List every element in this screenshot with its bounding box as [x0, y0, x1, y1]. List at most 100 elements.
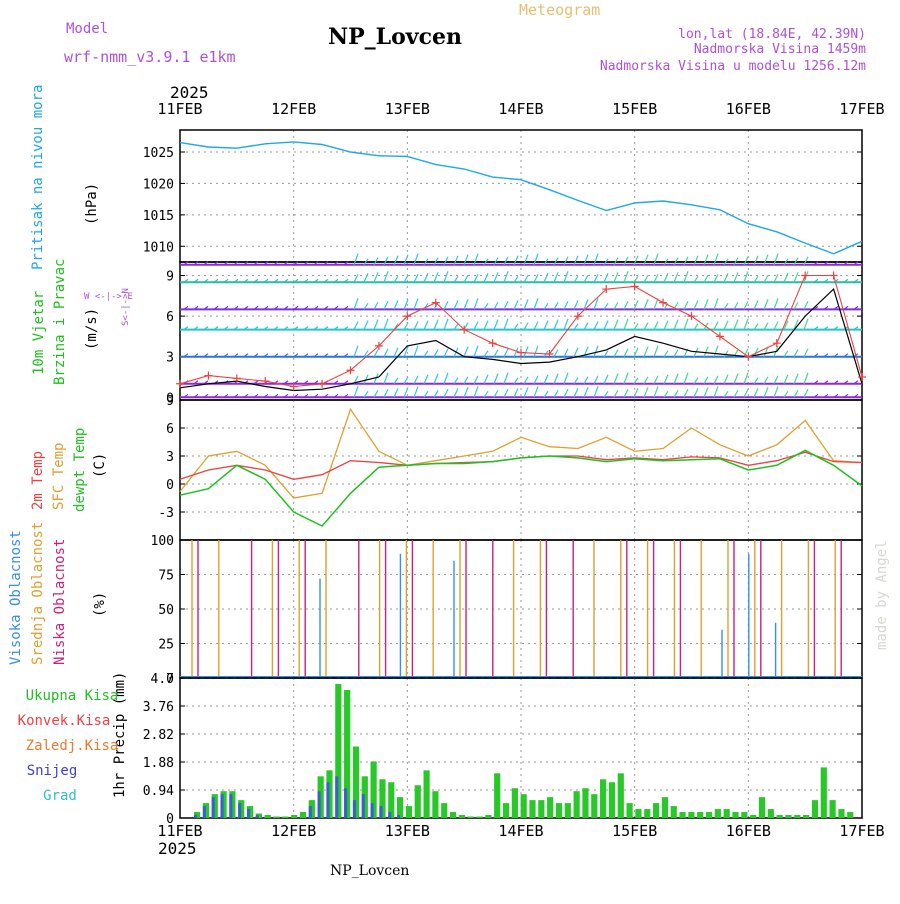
- y-tick-label: 1015: [143, 209, 174, 224]
- precip-ylabel: 1hr Precip (mm): [112, 672, 128, 798]
- wind-barb: [203, 305, 209, 310]
- wind-barb: [853, 278, 859, 283]
- precip-bar: [820, 767, 827, 818]
- wind-barb: [693, 300, 699, 310]
- wind-barb: [223, 278, 229, 283]
- wind-barb: [393, 377, 399, 385]
- wind-barb: [403, 387, 409, 398]
- wind-barb: [283, 326, 289, 331]
- gust-marker: [545, 350, 554, 358]
- wind-barb: [473, 321, 479, 330]
- panel-frame: [179, 399, 863, 541]
- wind-barb: [343, 380, 349, 385]
- wind-barb: [363, 390, 369, 398]
- precip-legend: Ukupna Kisa Konvek.Kisa Zaledj.Kisa Snijeg G…: [18, 688, 119, 804]
- wind-barb: [413, 375, 419, 385]
- wind-barb: [253, 380, 259, 385]
- wind-barb: [843, 305, 849, 310]
- wind-barb: [523, 387, 529, 398]
- snow-bar: [246, 809, 251, 818]
- wind-barb: [233, 261, 239, 266]
- wind-barb: [553, 373, 559, 384]
- precip-bar: [441, 803, 448, 818]
- wind-barb: [783, 320, 789, 330]
- wind-barb: [353, 253, 359, 265]
- wind-barb: [523, 322, 529, 330]
- wind-barb: [293, 393, 299, 398]
- wind-barb: [573, 347, 579, 357]
- precip-bar: [582, 788, 589, 818]
- wind-barb: [523, 376, 529, 385]
- x-tick-label: 17FEB: [839, 822, 884, 840]
- pressure-ylabel: Pritisak na nivou mora: [30, 85, 46, 270]
- wind-barb: [703, 254, 709, 265]
- wind-barb: [663, 350, 669, 358]
- wind-barb: [683, 301, 689, 310]
- wind-barb: [343, 261, 349, 266]
- precip-bar: [670, 806, 677, 818]
- wind-barb: [583, 254, 589, 265]
- wind-barb: [233, 353, 239, 358]
- wind-barb: [373, 319, 379, 330]
- wind-barb: [503, 301, 509, 310]
- wind-barb: [653, 274, 659, 283]
- wind-barb: [593, 274, 599, 283]
- sfc-temp-line: [179, 407, 863, 499]
- wind-barb: [263, 305, 269, 310]
- wind-barb: [593, 321, 599, 330]
- wind-barb: [323, 261, 329, 266]
- wind-barb: [673, 389, 679, 398]
- wind-barb: [603, 273, 609, 283]
- wind-barb: [273, 261, 279, 266]
- wind-barb: [523, 346, 529, 357]
- wind-barb: [713, 298, 719, 310]
- precip-bar: [538, 800, 545, 818]
- precip-bar: [697, 812, 704, 818]
- wind-barb: [813, 261, 819, 266]
- wind-barb: [633, 255, 639, 265]
- precip-bar: [767, 809, 774, 818]
- wind-barb: [263, 393, 269, 398]
- wind-barb: [213, 261, 219, 266]
- y-tick-label: -3: [158, 506, 174, 521]
- wind-barb: [283, 393, 289, 398]
- gust-marker: [630, 282, 639, 291]
- wind-barb: [383, 318, 389, 330]
- wind-barb: [183, 278, 189, 283]
- wind-barb: [413, 253, 419, 265]
- wind-barb: [683, 318, 689, 330]
- wind-barb: [333, 326, 339, 331]
- wind-barb: [533, 274, 539, 283]
- wind-barb: [393, 388, 399, 398]
- wind-barb: [463, 376, 469, 385]
- wind-barb: [593, 345, 599, 357]
- wind-barb: [253, 278, 259, 283]
- wind-barb: [763, 387, 769, 398]
- wind-barb: [643, 322, 649, 330]
- credit-text: made by Angel: [874, 540, 890, 650]
- wind-barb: [853, 326, 859, 331]
- wind-barb: [463, 346, 469, 357]
- wind-barb: [743, 301, 749, 310]
- precip-bar: [352, 746, 360, 818]
- wind-barb: [253, 326, 259, 331]
- wind-barb: [733, 389, 739, 398]
- wind-compass-we: W <-|-> E: [84, 292, 133, 302]
- wind-barb: [643, 346, 649, 357]
- wind-ylabel-2: Brzina i Pravac: [52, 259, 68, 385]
- wind-barb: [493, 389, 499, 398]
- wind-barb: [753, 275, 759, 283]
- wind-barb: [193, 305, 199, 310]
- wind-barb: [833, 326, 839, 331]
- wind-barb: [443, 318, 449, 330]
- wind-barb: [803, 301, 809, 310]
- wind-barb: [243, 326, 249, 331]
- wind-barb: [503, 318, 509, 330]
- precip-bar: [564, 803, 571, 818]
- wind-unit: (m/s): [84, 308, 100, 350]
- precip-bar: [829, 800, 836, 818]
- precip-bar: [626, 803, 633, 818]
- wind-barb: [673, 373, 679, 384]
- wind-barb: [703, 387, 709, 398]
